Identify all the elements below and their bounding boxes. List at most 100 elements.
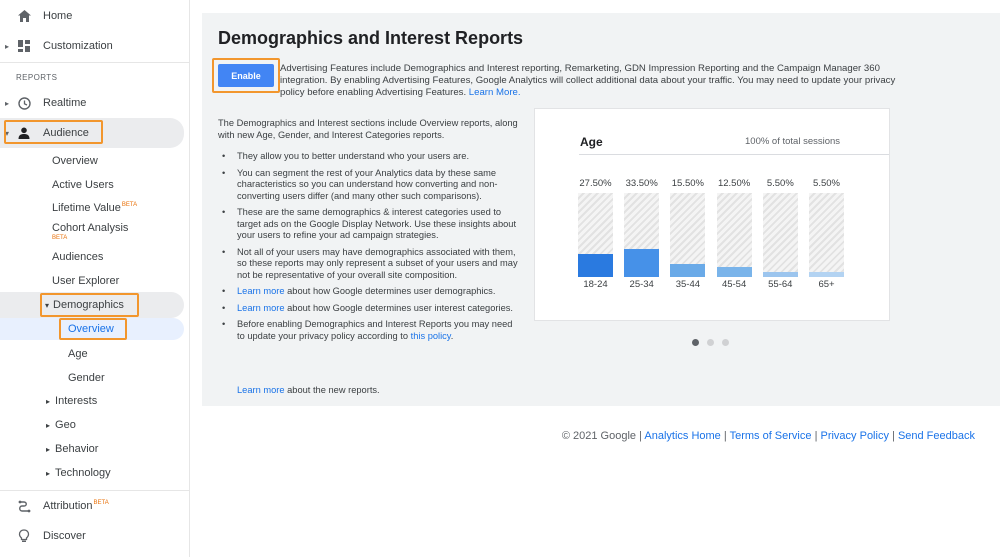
demographics-callout-box [40,293,139,317]
enable-callout-box [212,58,280,93]
demographics-overview[interactable]: Overview [68,323,114,335]
bar-category-label: 55-64 [768,279,793,290]
page-title: Demographics and Interest Reports [218,28,524,48]
caret-down-icon: ▾ [45,301,50,310]
technology[interactable]: ▸ Technology [46,467,111,479]
final-note: Learn more about the new reports. [237,385,380,395]
learn-more-reports-link[interactable]: Learn more [237,385,285,395]
user-explorer[interactable]: User Explorer [52,275,120,287]
enable-button[interactable]: Enable [218,64,274,87]
clock-icon [16,95,32,111]
learn-more-demographics-link[interactable]: Learn more [237,286,285,296]
beta-badge: BETA [52,235,68,241]
cohort-analysis-label: Cohort Analysis [52,222,129,234]
caret-right-icon: ▸ [46,421,51,430]
home-icon [16,8,32,24]
behavior[interactable]: ▸ Behavior [46,443,98,455]
learn-more-interests-link[interactable]: Learn more [237,302,285,313]
advertising-description: Advertising Features include Demographic… [280,63,896,98]
cohort-analysis[interactable]: Cohort Analysis BETA [52,222,128,242]
age-preview-card: Age 100% of total sessions 27.50% 18-24 33… [534,108,890,321]
bullet-text: about how Google determines user demogra… [284,286,496,296]
bar-category-label: 45-54 [721,279,747,290]
nav-audience-label: Audience [43,127,89,139]
lightbulb-icon [16,528,32,544]
this-policy-link[interactable]: this policy [410,330,451,341]
list-item: You can segment the rest of your Analyti… [222,168,522,203]
divider [0,62,190,63]
footer-divider: | [723,430,727,442]
carousel-dot-3[interactable] [722,339,729,346]
audience-callout-box [4,120,103,144]
nav-audience[interactable]: ▾ Audience [0,119,184,147]
main-panel: Demographics and Interest Reports Enable… [202,13,1000,406]
bar-value-label: 5.50% [813,178,840,189]
interests[interactable]: ▸ Interests [46,395,97,407]
person-icon [16,125,32,141]
bullet-text: Before enabling Demographics and Interes… [237,319,513,341]
bar-track [809,193,844,277]
beta-badge: BETA [93,500,109,507]
chart-title: Age [580,135,603,149]
bullet-text: about how Google determines user interes… [284,302,513,313]
bar-track [762,193,798,277]
demographics-highlight [0,292,184,318]
nav-customization[interactable]: ▸ Customization [0,32,184,60]
nav-home-label: Home [43,10,73,22]
advertising-features-text: Advertising Features include Demographic… [280,63,900,99]
demographics-age[interactable]: Age [68,348,88,360]
nav-customization-label: Customization [43,40,113,52]
nav-realtime[interactable]: ▸ Realtime [0,89,184,117]
audience-overview[interactable]: Overview [52,155,98,167]
analytics-home-link[interactable]: Analytics Home [644,430,721,442]
demographics-label: Demographics [53,299,124,311]
list-item: Before enabling Demographics and Interes… [222,319,522,342]
nav-discover-label: Discover [43,530,86,542]
caret-right-icon: ▸ [46,445,51,454]
bar [670,263,706,277]
list-item: They allow you to better understand who … [222,151,522,163]
nav-attribution[interactable]: AttributionBETA [0,492,184,520]
bar-category-label: 18-24 [583,279,608,290]
attribution-text: Attribution [43,500,93,512]
nav-discover[interactable]: Discover [0,522,184,550]
bar-value-label: 12.50% [717,178,751,189]
list-item: Not all of your users may have demograph… [222,247,522,282]
sidebar: Home ▸ Customization REPORTS ▸ Realtime … [0,0,190,557]
bar [578,253,613,277]
bar [624,248,660,277]
bar-value-label: 27.50% [579,178,612,189]
footer-divider: | [892,430,895,442]
feedback-link[interactable]: Send Feedback [897,430,975,442]
demographics[interactable]: ▾ Demographics [45,299,124,311]
divider [0,490,190,491]
terms-link[interactable]: Terms of Service [729,430,812,442]
beta-badge: BETA [121,202,138,209]
demographics-gender[interactable]: Gender [68,372,105,384]
learn-more-link[interactable]: Learn More. [468,87,521,98]
geo[interactable]: ▸ Geo [46,419,76,431]
intro-text: The Demographics and Interest sections i… [218,118,518,140]
grid-icon [16,38,32,54]
lifetime-value[interactable]: Lifetime ValueBETA [52,202,137,214]
list-item: Learn more about how Google determines u… [222,286,522,298]
bar-category-label: 35-44 [675,279,701,290]
carousel-dot-1[interactable] [692,339,699,346]
privacy-link[interactable]: Privacy Policy [820,430,889,442]
bar-track [716,193,752,277]
carousel-dot-2[interactable] [707,339,714,346]
caret-right-icon: ▸ [5,41,10,51]
lifetime-value-label: Lifetime Value [52,202,121,214]
bar-value-label: 5.50% [766,178,794,189]
bar-value-label: 15.50% [671,178,704,189]
caret-down-icon: ▾ [5,128,10,138]
overview-selected [0,318,184,340]
attribution-icon [16,498,32,514]
audiences[interactable]: Audiences [52,251,104,263]
feature-bullets: They allow you to better understand who … [222,151,522,347]
interests-label: Interests [55,395,98,407]
nav-home[interactable]: Home [0,2,184,30]
active-users[interactable]: Active Users [52,179,114,191]
bar-track [578,193,613,277]
copyright: © 2021 Google | [561,430,642,442]
